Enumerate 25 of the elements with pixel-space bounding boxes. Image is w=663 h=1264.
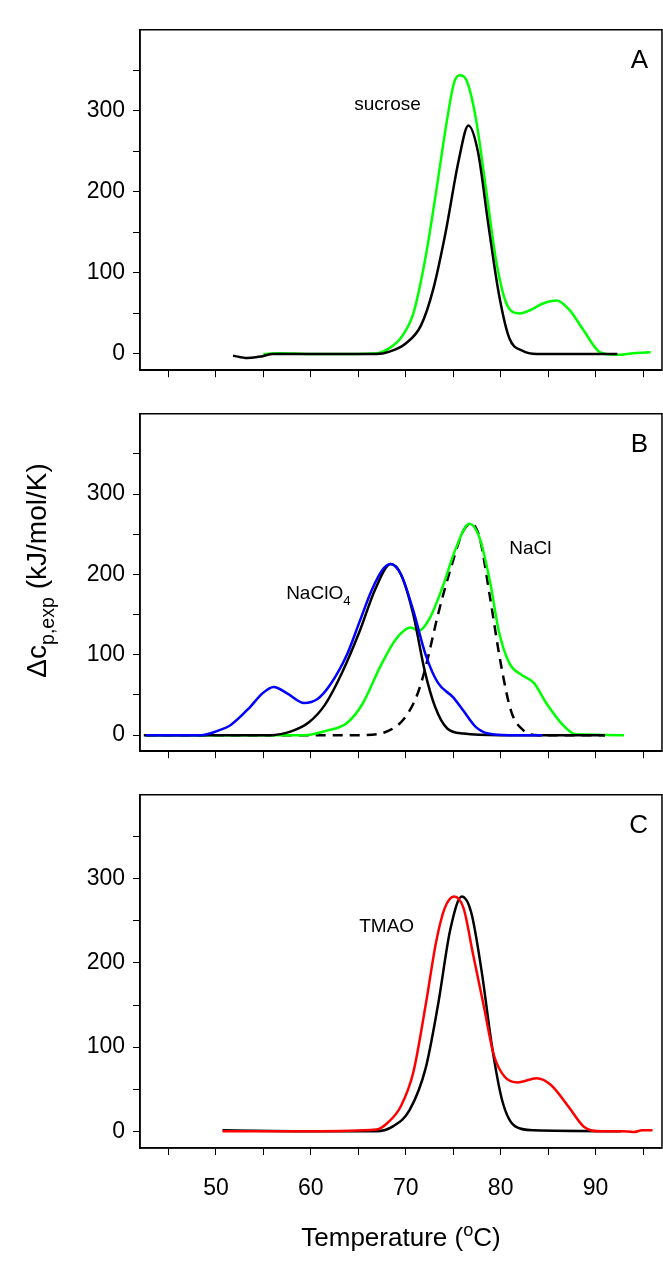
series-label: NaCl [509,536,552,558]
x-tick-label: 90 [582,1174,609,1201]
annotation: C [629,808,648,839]
y-axis-title: Δcp,exp (kJ/mol/K) [21,463,59,678]
y-tick-label: 200 [86,177,125,204]
y-tick-label: 100 [86,1032,125,1059]
x-tick-label: 60 [298,1174,324,1201]
y-tick-label: 200 [86,559,125,586]
x-tick-label: 70 [392,1174,419,1201]
y-tick-label: 200 [86,948,125,975]
y-tick-label: 0 [112,720,125,747]
line-series [231,124,619,360]
series-label: sucrose [354,93,421,115]
y-tick-label: 100 [86,640,125,667]
x-tick-label: 50 [203,1174,229,1201]
y-tick-label: 300 [86,864,125,891]
y-tick-label: 300 [86,96,125,123]
annotation: A [630,43,649,74]
y-tick-label: 0 [112,339,125,366]
series-label: TMAO [359,914,415,936]
y-tick-label: 100 [86,258,125,285]
annotation: B [630,427,648,458]
y-tick-label: 300 [86,479,125,506]
x-tick-label: 80 [487,1174,514,1201]
y-tick-label: 0 [112,1116,125,1143]
